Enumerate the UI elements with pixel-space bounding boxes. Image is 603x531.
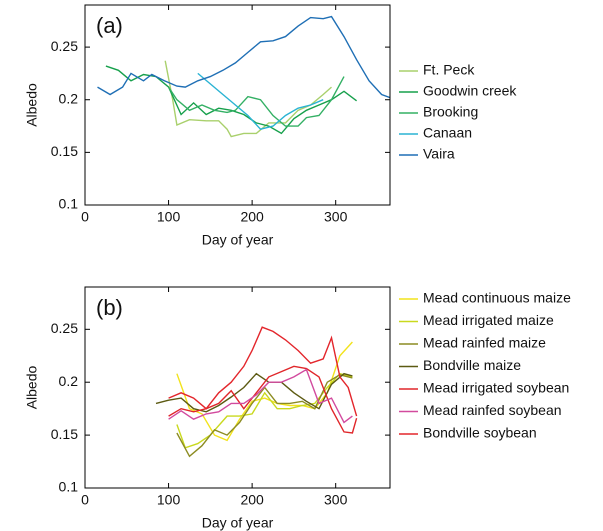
legend-label: Mead continuous maize [423, 290, 571, 306]
series-line [176, 374, 353, 458]
series-line [164, 60, 332, 138]
legend-label: Bondville maize [423, 357, 521, 373]
panel-label: (a) [96, 13, 123, 38]
legend-label: Bondville soybean [423, 425, 537, 441]
legend-label: Vaira [423, 146, 455, 162]
plot-frame [84, 286, 391, 489]
legend-label: Canaan [423, 125, 472, 141]
legend-label: Brooking [423, 104, 478, 120]
y-tick-label: 0.25 [51, 320, 78, 336]
legend-label: Mead irrigated maize [423, 312, 554, 328]
x-tick-label: 300 [324, 209, 348, 225]
series-line [105, 65, 358, 135]
series-line [97, 15, 390, 99]
series-line [168, 326, 358, 417]
y-tick-label: 0.25 [51, 38, 78, 54]
x-tick-label: 300 [324, 492, 348, 508]
y-tick-label: 0.2 [59, 90, 79, 106]
panel-label: (b) [96, 295, 123, 320]
y-tick-label: 0.1 [59, 479, 79, 495]
series-line [176, 341, 353, 442]
y-axis-label: Albedo [24, 83, 40, 127]
legend-label: Ft. Peck [423, 62, 475, 78]
series-line [168, 365, 358, 434]
x-axis-label: Day of year [202, 232, 274, 248]
legend-label: Mead irrigated soybean [423, 380, 569, 396]
series-line [176, 372, 353, 449]
plot-frame [84, 4, 391, 206]
x-tick-label: 200 [240, 492, 264, 508]
y-axis-label: Albedo [24, 365, 40, 409]
x-tick-label: 0 [81, 209, 89, 225]
series-line [197, 72, 324, 130]
y-tick-label: 0.15 [51, 426, 78, 442]
y-tick-label: 0.1 [59, 196, 79, 212]
series-line [168, 368, 353, 424]
legend-label: Mead rainfed soybean [423, 402, 562, 418]
legend-label: Goodwin creek [423, 83, 517, 99]
x-tick-label: 0 [81, 492, 89, 508]
y-tick-label: 0.2 [59, 373, 79, 389]
x-tick-label: 100 [157, 492, 181, 508]
series-line [168, 76, 345, 127]
x-tick-label: 200 [240, 209, 264, 225]
legend-label: Mead rainfed maize [423, 335, 546, 351]
x-axis-label: Day of year [202, 515, 274, 531]
x-tick-label: 100 [157, 209, 181, 225]
y-tick-label: 0.15 [51, 143, 78, 159]
series-line [155, 372, 353, 413]
